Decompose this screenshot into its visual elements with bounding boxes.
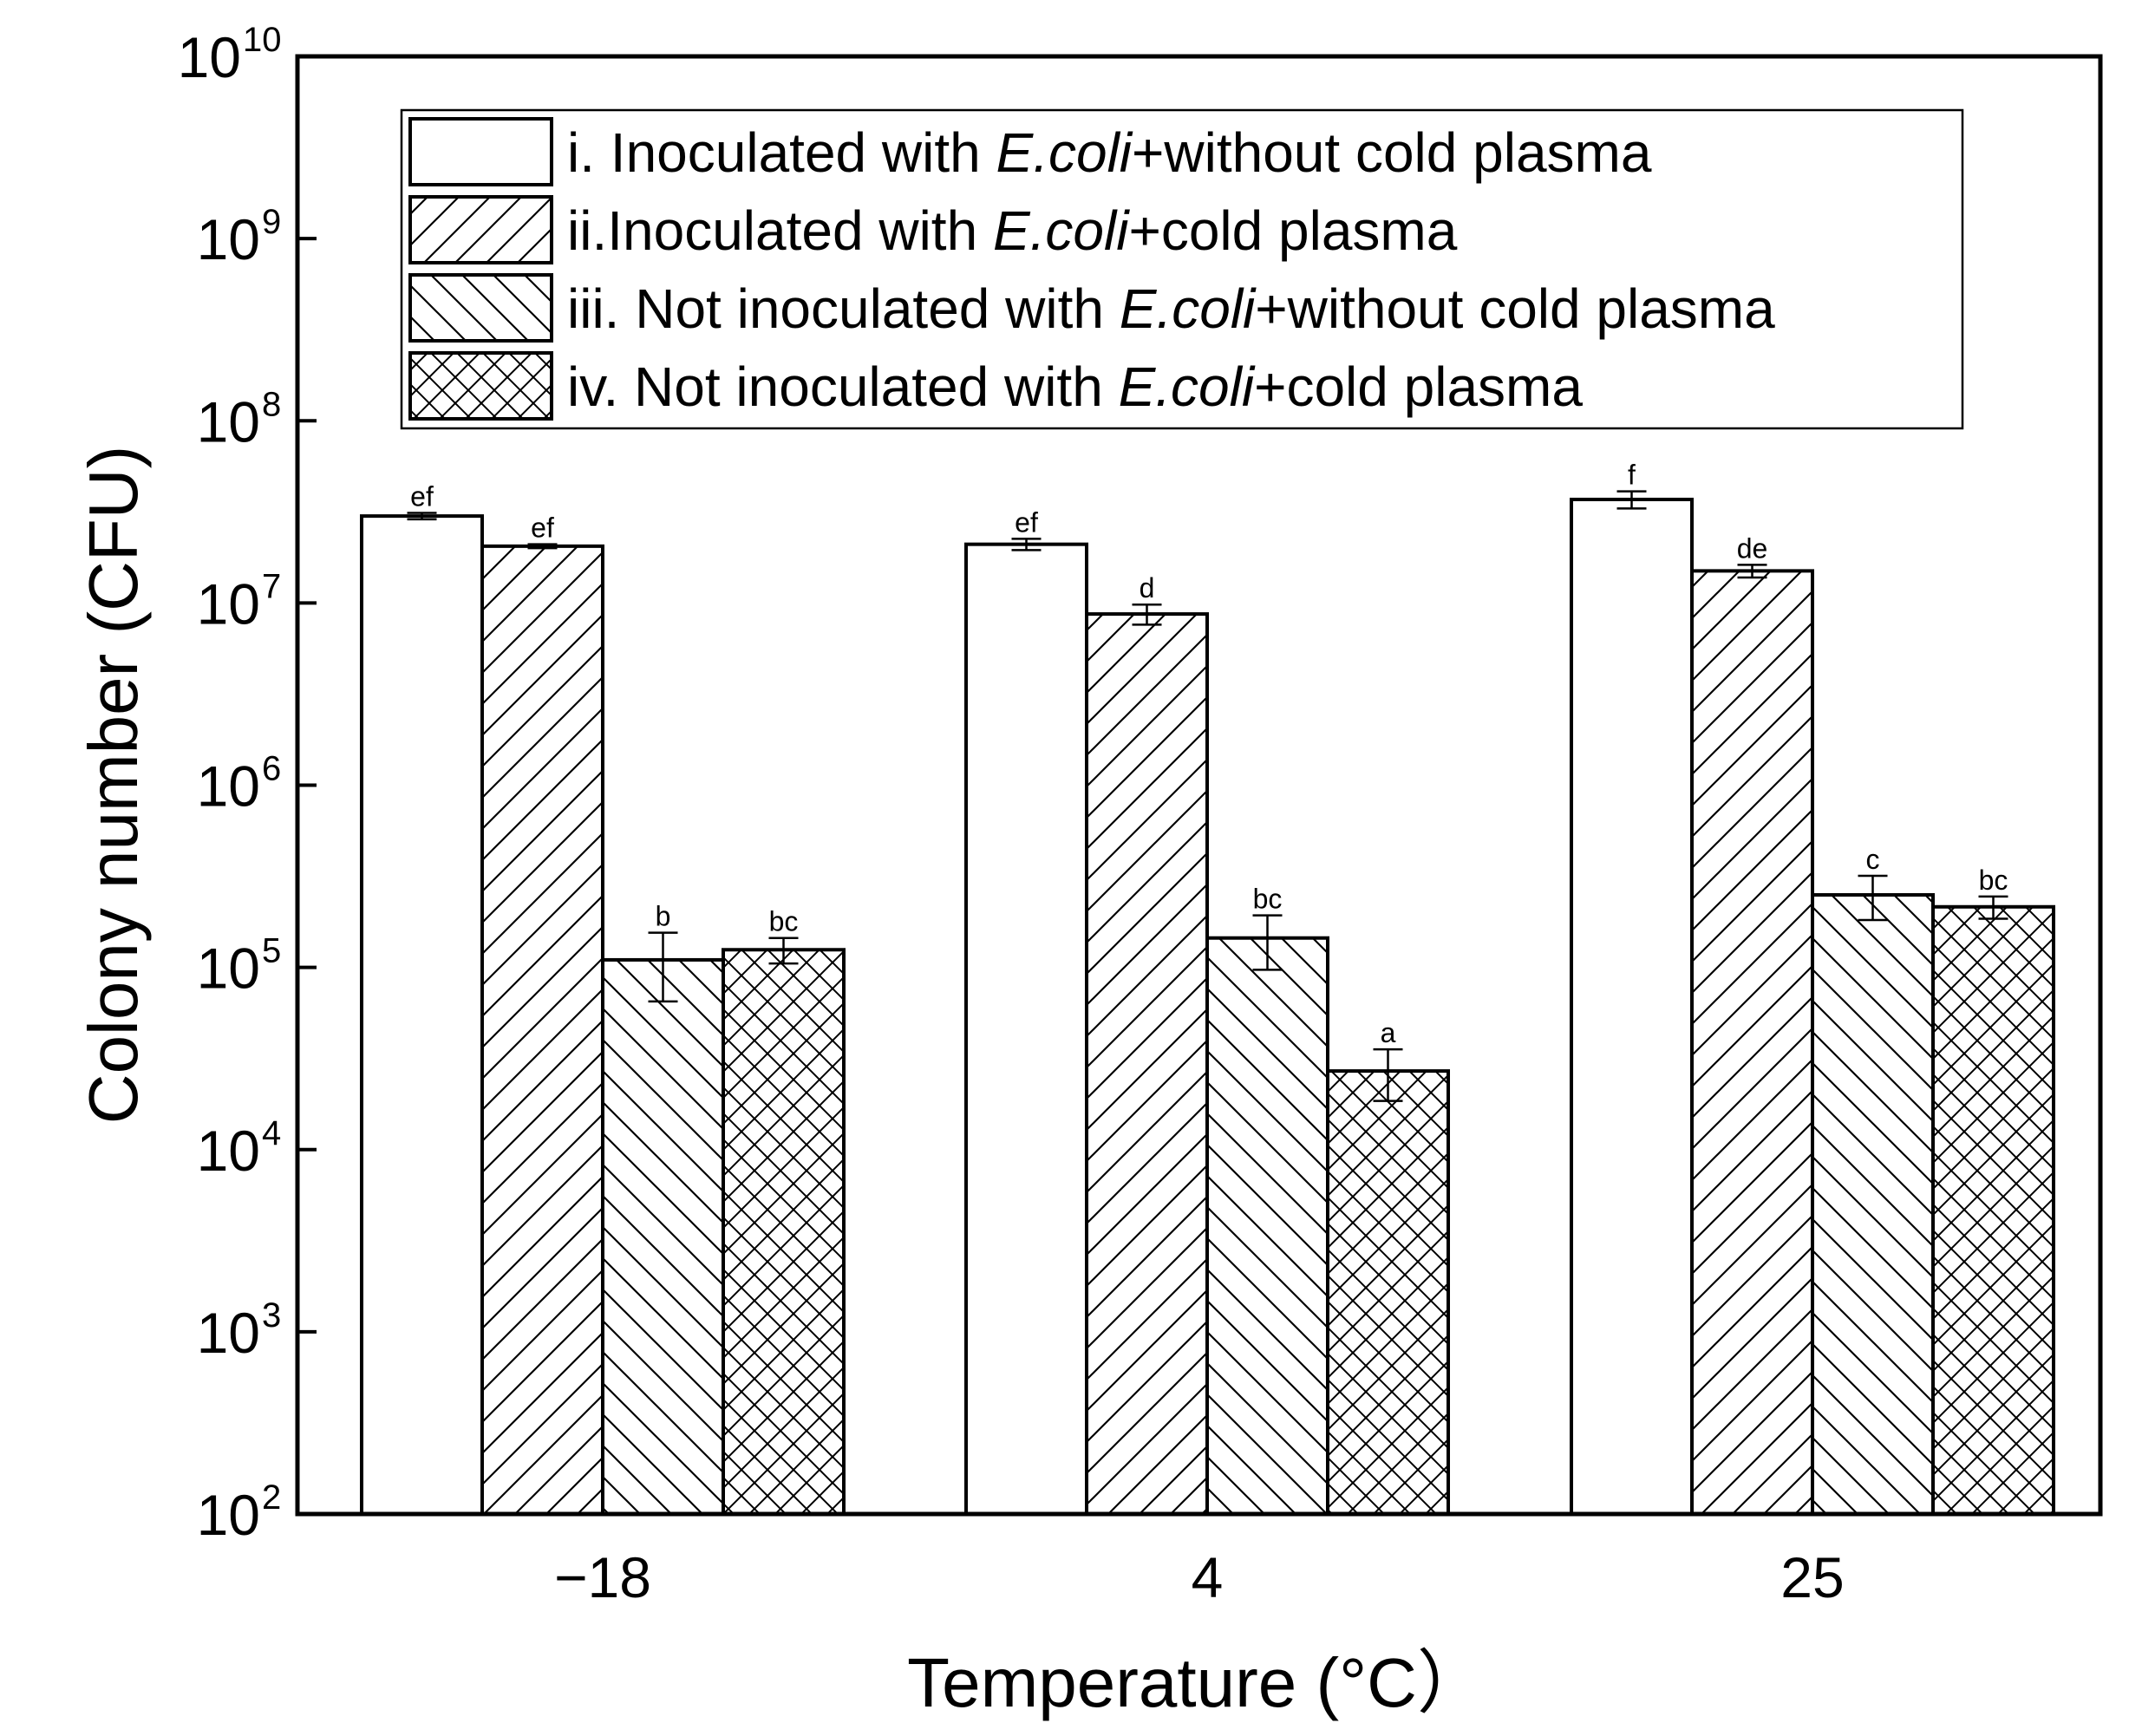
y-axis-title: Colony number (CFU): [75, 446, 152, 1124]
legend-swatch: [408, 351, 553, 421]
bar: [1811, 893, 1935, 1516]
y-tick-label: 10: [197, 207, 260, 271]
significance-label: ef: [531, 512, 554, 544]
y-tick-label: 10: [197, 754, 260, 819]
y-tick-exponent: 9: [262, 203, 281, 241]
y-tick-label: 10: [197, 1483, 260, 1547]
bar: [722, 948, 846, 1517]
y-tick-label: 10: [197, 937, 260, 1001]
legend-label: i. Inoculated with E.coli+without cold p…: [567, 121, 1652, 184]
bar: [964, 542, 1088, 1516]
significance-label: ef: [410, 481, 434, 512]
bars-layer: [360, 490, 2055, 1517]
significance-label: bc: [1979, 865, 2008, 896]
significance-label: b: [656, 901, 671, 932]
legend-label: iii. Not inoculated with E.coli+without …: [567, 277, 1775, 340]
y-tick-label: 10: [197, 1301, 260, 1365]
y-tick-exponent: 6: [262, 750, 281, 788]
legend-swatch: [408, 117, 553, 186]
y-tick-exponent: 7: [262, 567, 281, 605]
significance-label: bc: [1253, 884, 1283, 915]
significance-label: bc: [769, 906, 799, 937]
x-tick-label: 4: [1192, 1545, 1224, 1609]
significance-labels: ef ef f ef d de b bc c bc a bc: [410, 460, 2008, 1049]
y-tick-exponent: 4: [262, 1114, 281, 1152]
significance-label: c: [1866, 844, 1880, 875]
bar: [1085, 612, 1209, 1516]
bar: [360, 514, 484, 1516]
y-tick-label: 10: [178, 25, 241, 89]
bar: [1570, 497, 1694, 1517]
significance-label: f: [1628, 460, 1636, 491]
bar: [1690, 569, 1814, 1517]
legend-swatch: [408, 195, 553, 264]
y-tick-exponent: 3: [262, 1296, 281, 1335]
y-tick-label: 10: [197, 571, 260, 636]
significance-label: de: [1737, 532, 1768, 564]
significance-label: a: [1381, 1017, 1396, 1048]
legend-label: iv. Not inoculated with E.coli+cold plas…: [567, 356, 1583, 418]
y-tick-exponent: 5: [262, 932, 281, 970]
y-tick-exponent: 10: [243, 21, 282, 59]
y-tick-exponent: 8: [262, 385, 281, 423]
legend-box: [400, 108, 1964, 430]
legend-label: ii.Inoculated with E.coli+cold plasma: [567, 199, 1458, 262]
bar: [601, 957, 725, 1516]
y-tick-label: 10: [197, 1119, 260, 1183]
bar: [480, 544, 604, 1517]
bar: [1326, 1069, 1450, 1517]
bar: [1205, 936, 1329, 1516]
x-tick-label: −18: [554, 1545, 651, 1609]
significance-label: ef: [1015, 506, 1038, 538]
x-axis-title: Temperature (°C）: [907, 1644, 1486, 1721]
x-tick-label: 25: [1780, 1545, 1844, 1609]
y-tick-label: 10: [197, 389, 260, 454]
legend: i. Inoculated with E.coli+without cold p…: [400, 108, 1964, 430]
legend-swatch: [408, 273, 553, 343]
bar: [1931, 904, 2055, 1516]
y-tick-exponent: 2: [262, 1478, 281, 1517]
x-axis: −18 4 25: [554, 1495, 1845, 1609]
significance-label: d: [1140, 572, 1155, 604]
